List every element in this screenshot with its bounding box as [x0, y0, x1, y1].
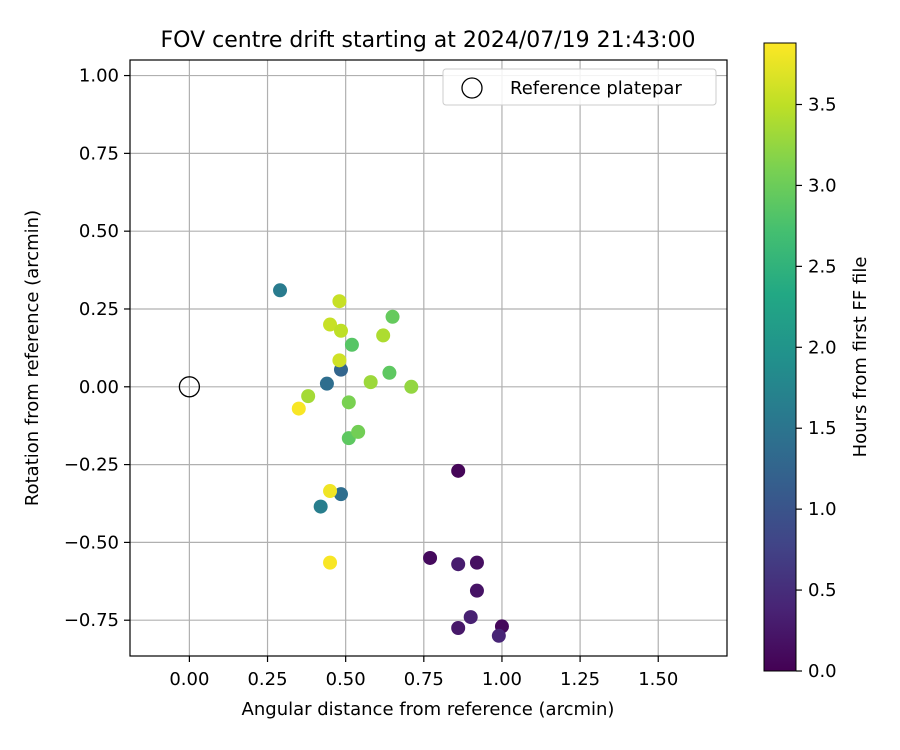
data-point [332, 353, 347, 368]
y-tick-label: 0.75 [79, 143, 119, 164]
data-point [313, 499, 328, 514]
y-tick-label: −0.50 [64, 532, 119, 553]
colorbar-tick-label: 3.5 [808, 95, 837, 116]
y-axis-ticks: −0.75 −0.50 −0.25 0.00 0.25 0.50 0.75 1.00 [64, 66, 130, 631]
y-tick-label: −0.75 [64, 610, 119, 631]
reference-marker-group [178, 376, 201, 398]
colorbar-tick-label: 2.0 [808, 337, 837, 358]
y-tick-label: −0.25 [64, 455, 119, 476]
colorbar-tick-label: 0.5 [808, 580, 837, 601]
legend-box [442, 68, 717, 106]
data-point [351, 424, 366, 439]
data-point [423, 550, 438, 565]
x-tick-label: 0.50 [326, 669, 366, 690]
x-tick-label: 1.50 [638, 669, 678, 690]
data-point [404, 379, 419, 394]
data-point [382, 365, 397, 380]
data-points [273, 283, 509, 643]
x-axis-ticks: 0.00 0.25 0.50 0.75 1.00 1.25 1.50 [169, 656, 678, 690]
data-point [333, 323, 348, 338]
y-axis-label: Rotation from reference (arcmin) [22, 210, 43, 506]
data-point [333, 487, 348, 502]
data-point [363, 375, 378, 390]
colorbar-tick-label: 3.0 [808, 175, 837, 196]
data-point [385, 309, 400, 324]
reference-platepar-marker [178, 376, 201, 398]
data-point [332, 294, 347, 309]
legend-reference-icon [461, 77, 483, 99]
colorbar-tick-label: 2.5 [808, 256, 837, 277]
data-point [469, 583, 484, 598]
chart-title: FOV centre drift starting at 2024/07/19 … [161, 28, 696, 53]
data-point [376, 328, 391, 343]
x-tick-label: 1.00 [482, 669, 522, 690]
data-point [323, 317, 338, 332]
data-point [323, 555, 338, 570]
colorbar [763, 42, 797, 672]
x-tick-label: 0.00 [169, 669, 209, 690]
data-point [301, 389, 316, 404]
data-point [451, 620, 466, 635]
x-tick-label: 0.75 [404, 669, 444, 690]
colorbar-tick-label: 0.0 [808, 661, 837, 682]
legend-reference-label: Reference platepar [510, 78, 682, 99]
colorbar-tick-label: 1.5 [808, 418, 837, 439]
y-tick-label: 0.25 [79, 299, 119, 320]
y-tick-label: 1.00 [79, 66, 119, 87]
y-tick-label: 0.50 [79, 221, 119, 242]
x-tick-label: 1.25 [560, 669, 600, 690]
colorbar-tick-label: 1.0 [808, 499, 837, 520]
y-tick-label: 0.00 [79, 377, 119, 398]
legend: Reference platepar [442, 68, 717, 106]
colorbar-ticks: 0.0 0.5 1.0 1.5 2.0 2.5 3.0 3.5 [796, 95, 837, 682]
data-point [341, 395, 356, 410]
data-point [273, 283, 288, 298]
grid-lines [130, 60, 727, 656]
plot-frame [129, 59, 728, 657]
data-point [323, 484, 338, 499]
data-point [463, 610, 478, 625]
data-point [491, 628, 506, 643]
data-point [451, 463, 466, 478]
x-tick-label: 0.25 [247, 669, 287, 690]
data-point [469, 555, 484, 570]
x-axis-label: Angular distance from reference (arcmin) [242, 699, 615, 720]
data-point [291, 401, 306, 416]
data-point [344, 337, 359, 352]
data-point [319, 376, 334, 391]
colorbar-label: Hours from first FF file [850, 257, 871, 458]
data-point [451, 557, 466, 572]
